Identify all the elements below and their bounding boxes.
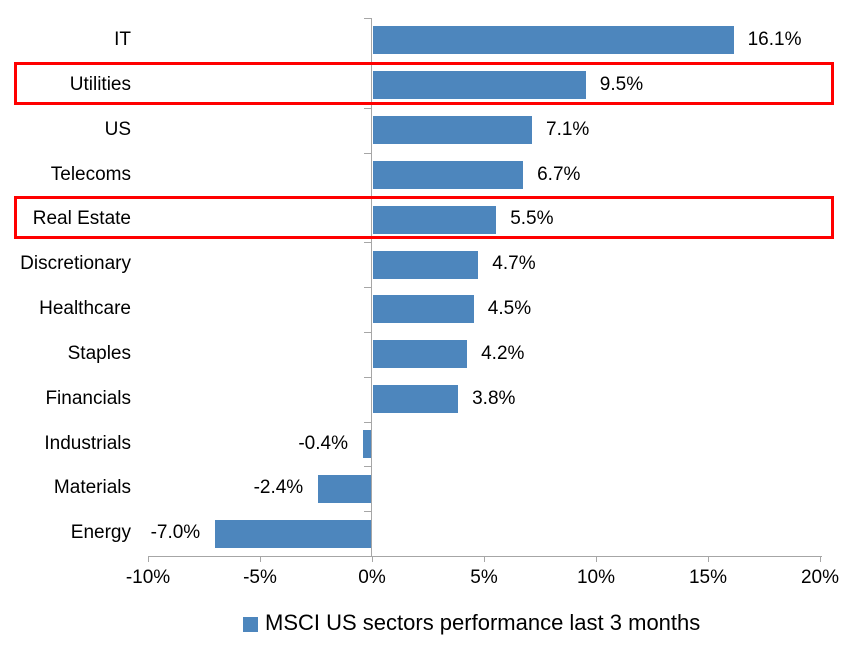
x-tick-label: 5% <box>470 567 498 588</box>
category-label: Materials <box>53 477 131 499</box>
category-axis-tick <box>364 18 371 19</box>
category-axis-tick <box>364 421 371 423</box>
value-label: -2.4% <box>253 477 304 499</box>
value-label: -7.0% <box>150 522 201 544</box>
x-tick-label: -10% <box>125 567 171 588</box>
bar <box>215 519 372 548</box>
x-axis-tick <box>820 556 821 562</box>
value-label: 6.7% <box>537 163 581 185</box>
legend-label: MSCI US sectors performance last 3 month… <box>265 610 701 635</box>
bar <box>373 71 586 100</box>
category-label: Financials <box>45 387 131 409</box>
category-label: Staples <box>67 342 131 364</box>
x-axis-line <box>148 556 822 557</box>
category-label: Industrials <box>44 432 131 454</box>
category-axis-tick <box>364 287 371 288</box>
x-axis-tick <box>708 556 709 562</box>
bar <box>373 340 468 369</box>
category-label: Energy <box>70 522 131 544</box>
category-axis-tick <box>364 242 371 244</box>
x-axis-tick <box>484 556 485 562</box>
highlight-box <box>14 61 834 105</box>
category-axis-tick <box>364 152 371 154</box>
value-label: 9.5% <box>599 73 644 95</box>
bar <box>373 116 532 145</box>
legend: MSCI US sectors performance last 3 month… <box>243 610 700 636</box>
category-label: Real Estate <box>32 208 131 230</box>
category-label: IT <box>114 29 131 50</box>
x-tick-label: 20% <box>800 567 840 588</box>
category-axis-tick <box>364 107 371 109</box>
x-tick-label: -5% <box>243 567 277 588</box>
value-label: 4.7% <box>492 253 536 275</box>
category-axis-tick <box>364 466 371 468</box>
value-label: 4.2% <box>481 342 525 364</box>
category-label: Utilities <box>69 73 131 95</box>
x-axis-tick <box>596 556 597 562</box>
bar <box>363 429 373 458</box>
bar <box>373 385 459 414</box>
category-label: US <box>104 118 131 140</box>
x-tick-label: 15% <box>688 567 728 588</box>
value-label: 5.5% <box>510 208 554 230</box>
highlight-box <box>14 196 834 240</box>
category-axis-tick <box>364 331 371 333</box>
zero-axis-line <box>371 18 372 556</box>
value-label: -0.4% <box>298 432 348 454</box>
category-label: Healthcare <box>39 298 131 319</box>
category-label: Discretionary <box>20 253 131 275</box>
x-axis-tick <box>260 556 261 562</box>
x-tick-label: 10% <box>576 567 616 588</box>
bar <box>373 26 734 55</box>
bar <box>373 160 524 189</box>
category-axis-tick <box>364 511 371 513</box>
value-label: 3.8% <box>472 387 516 409</box>
bar <box>373 250 479 279</box>
bar <box>373 205 497 234</box>
bar <box>373 295 474 324</box>
legend-swatch-icon <box>243 616 258 632</box>
x-axis-tick <box>148 556 149 562</box>
value-label: 4.5% <box>487 298 532 319</box>
value-label: 16.1% <box>747 29 802 50</box>
bar <box>318 474 373 503</box>
x-tick-label: 0% <box>358 567 386 588</box>
x-axis-tick <box>372 556 373 562</box>
category-axis-tick <box>364 376 371 378</box>
category-label: Telecoms <box>50 163 131 185</box>
value-label: 7.1% <box>546 118 590 140</box>
